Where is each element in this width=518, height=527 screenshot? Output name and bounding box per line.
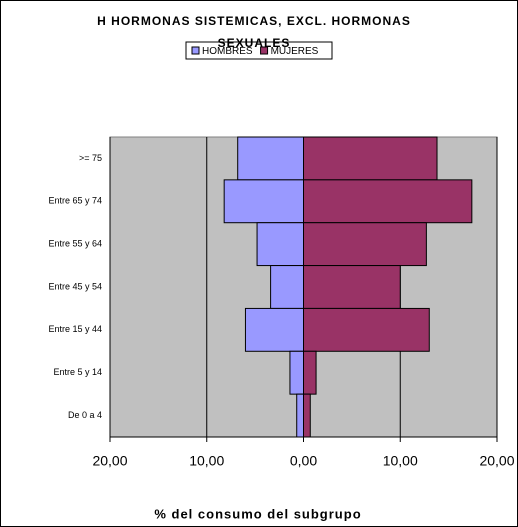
y-tick-label: Entre 5 y 14 xyxy=(53,367,102,377)
bar xyxy=(303,350,317,395)
x-tick-label: 20,00 xyxy=(92,453,127,469)
legend-label: MUJERES xyxy=(271,46,319,57)
y-tick-label: Entre 45 y 54 xyxy=(48,281,102,291)
bar xyxy=(303,136,438,181)
bar xyxy=(270,265,305,309)
bar xyxy=(244,307,304,352)
bar xyxy=(303,179,473,224)
x-tick-label: 10,00 xyxy=(189,453,224,469)
y-tick-label: >= 75 xyxy=(79,153,102,163)
bar xyxy=(303,307,430,352)
bar xyxy=(223,179,304,224)
legend-label: HOMBRES xyxy=(202,46,253,57)
bar xyxy=(289,350,304,395)
x-tick-label: 10,00 xyxy=(383,453,418,469)
legend-swatch xyxy=(191,46,200,55)
x-tick-label: 0,00 xyxy=(290,453,317,469)
bar xyxy=(237,136,305,181)
x-axis-title: % del consumo del subgrupo xyxy=(154,506,361,521)
legend-swatch xyxy=(260,46,269,55)
bar xyxy=(256,222,304,267)
x-tick-label: 20,00 xyxy=(479,453,514,469)
bar xyxy=(303,393,311,438)
y-tick-label: Entre 15 y 44 xyxy=(48,324,102,334)
bar xyxy=(303,222,427,267)
legend-box xyxy=(185,41,333,60)
bar xyxy=(303,265,401,309)
y-tick-label: Entre 55 y 64 xyxy=(48,239,102,249)
y-tick-label: Entre 65 y 74 xyxy=(48,196,102,206)
chart-title: H HORMONAS SISTEMICAS, EXCL. HORMONAS SE… xyxy=(97,14,411,50)
y-tick-label: De 0 a 4 xyxy=(68,410,102,420)
bar xyxy=(296,393,305,438)
